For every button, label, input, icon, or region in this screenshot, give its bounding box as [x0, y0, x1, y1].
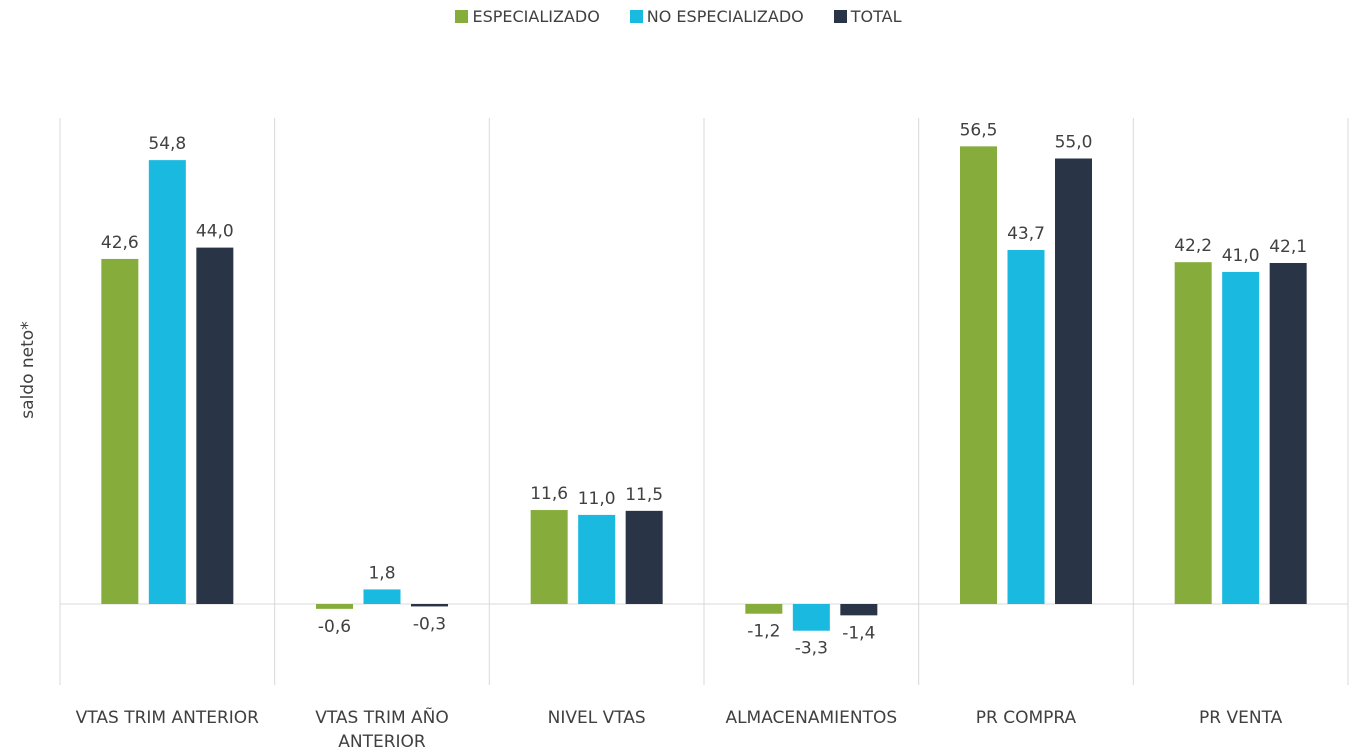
legend-swatch [455, 10, 469, 23]
legend-label: TOTAL [850, 7, 902, 26]
data-label: -1,2 [747, 622, 780, 642]
data-label: -0,6 [318, 617, 351, 637]
data-label: 41,0 [1222, 246, 1260, 266]
data-label: -0,3 [413, 614, 446, 634]
y-axis-label: saldo neto* [18, 321, 38, 419]
data-label: 54,8 [148, 134, 186, 154]
legend-item: TOTAL [833, 7, 902, 26]
x-tick-label: PR COMPRA [975, 708, 1077, 728]
bar [1269, 262, 1307, 604]
bar [1174, 262, 1212, 604]
x-tick-label: VTAS TRIM AÑO ANTERIOR [315, 708, 449, 752]
bar [792, 604, 830, 631]
data-label: 42,6 [101, 233, 139, 253]
bar [578, 514, 616, 604]
bar [363, 589, 401, 604]
bar [101, 258, 139, 604]
data-label: -3,3 [795, 639, 828, 659]
bar [840, 604, 878, 616]
data-label: 1,8 [368, 563, 395, 583]
legend-label: ESPECIALIZADO [472, 7, 600, 26]
bar [1007, 250, 1045, 604]
data-label: 11,5 [625, 485, 663, 505]
data-label: 42,2 [1174, 236, 1212, 256]
x-tick-label: PR VENTA [1199, 708, 1283, 728]
legend-swatch [629, 10, 643, 23]
bar [1055, 158, 1092, 604]
x-tick-label: NIVEL VTAS [547, 708, 646, 728]
data-label: 55,0 [1055, 133, 1093, 153]
data-label: 56,5 [960, 120, 998, 140]
data-label: -1,4 [842, 623, 875, 643]
bar [960, 146, 997, 604]
bar [411, 604, 448, 607]
data-label: 43,7 [1007, 224, 1045, 244]
legend-swatch [833, 10, 847, 23]
data-label: 11,6 [530, 484, 568, 504]
legend-item: NO ESPECIALIZADO [629, 7, 804, 26]
legend-item: ESPECIALIZADO [455, 7, 600, 26]
bar [530, 510, 568, 604]
legend: ESPECIALIZADO NO ESPECIALIZADO TOTAL [0, 7, 1357, 26]
bar [196, 247, 234, 604]
bar [625, 510, 663, 604]
data-label: 11,0 [578, 489, 616, 509]
x-tick-label: VTAS TRIM ANTERIOR [75, 708, 259, 728]
x-tick-label: ALMACENAMIENTOS [725, 708, 898, 728]
bar [1222, 271, 1260, 604]
bar [745, 604, 783, 614]
data-label: 44,0 [196, 222, 234, 242]
bar [148, 160, 186, 604]
bar [316, 604, 353, 609]
legend-label: NO ESPECIALIZADO [646, 7, 804, 26]
data-label: 42,1 [1269, 237, 1307, 257]
